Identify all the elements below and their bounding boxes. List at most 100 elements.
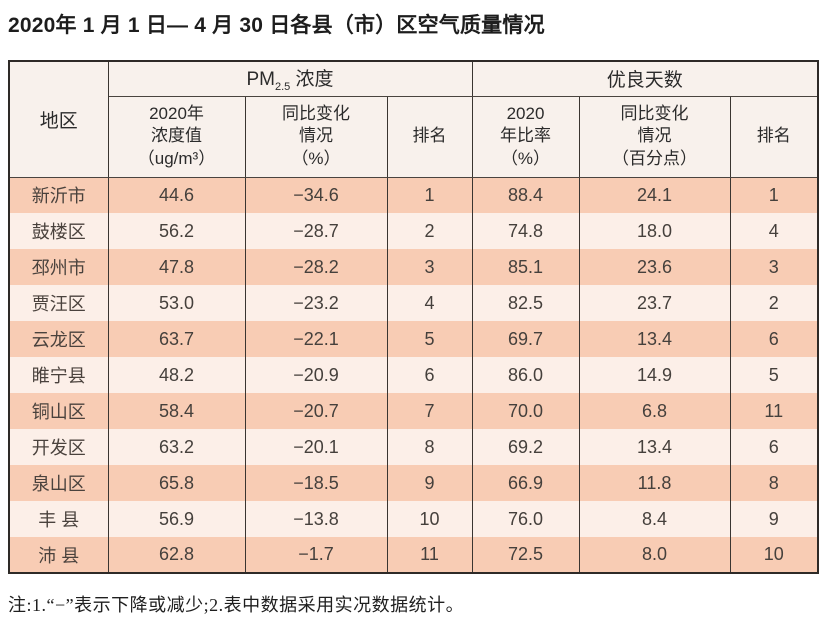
cell-good-ratio: 85.1 (471, 249, 580, 285)
cell-pm25-value: 48.2 (107, 357, 246, 393)
cell-good-change: 13.4 (578, 429, 731, 465)
cell-region: 贾汪区 (8, 285, 109, 321)
table-row: 邳州市 47.8 −28.2 3 85.1 23.6 3 (8, 249, 819, 285)
cell-good-change: 8.0 (578, 537, 731, 573)
cell-pm25-change: −22.1 (244, 321, 388, 357)
table-row: 铜山区 58.4 −20.7 7 70.0 6.8 11 (8, 393, 819, 429)
table-row: 云龙区 63.7 −22.1 5 69.7 13.4 6 (8, 321, 819, 357)
cell-good-change: 14.9 (578, 357, 731, 393)
table-row: 泉山区 65.8 −18.5 9 66.9 11.8 8 (8, 465, 819, 501)
page-title: 2020年 1 月 1 日— 4 月 30 日各县（市）区空气质量情况 (8, 14, 545, 37)
cell-pm25-rank: 4 (386, 285, 473, 321)
table-header: 地区 PM2.5 浓度 优良天数 2020年 浓度值 （ug/m³） 同比变化 … (8, 61, 819, 178)
header-region: 地区 (8, 61, 109, 178)
header-row-columns: 2020年 浓度值 （ug/m³） 同比变化 情况 （%） 排名 2020 年比… (9, 96, 819, 178)
cell-good-ratio: 70.0 (471, 393, 580, 429)
cell-good-ratio: 66.9 (471, 465, 580, 501)
cell-good-ratio: 74.8 (471, 213, 580, 249)
cell-good-change: 23.6 (578, 249, 731, 285)
cell-pm25-change: −28.2 (244, 249, 388, 285)
cell-pm25-rank: 3 (386, 249, 473, 285)
table-body: 新沂市 44.6 −34.6 1 88.4 24.1 1 鼓楼区 56.2 −2… (8, 177, 819, 573)
cell-good-ratio: 86.0 (471, 357, 580, 393)
cell-good-ratio: 76.0 (471, 501, 580, 537)
cell-pm25-value: 63.7 (107, 321, 246, 357)
cell-region: 泉山区 (8, 465, 109, 501)
cell-region: 沛 县 (8, 537, 109, 573)
cell-good-rank: 2 (729, 285, 819, 321)
cell-region: 睢宁县 (8, 357, 109, 393)
pm25-label-subscript: 2.5 (274, 81, 291, 94)
cell-pm25-change: −13.8 (244, 501, 388, 537)
cell-pm25-rank: 10 (386, 501, 473, 537)
header-good-ratio: 2020 年比率 （%） (471, 96, 580, 178)
header-good-change: 同比变化 情况 （百分点） (578, 96, 731, 178)
air-quality-table: 地区 PM2.5 浓度 优良天数 2020年 浓度值 （ug/m³） 同比变化 … (8, 60, 820, 574)
header-pm25-rank: 排名 (386, 96, 473, 178)
cell-good-rank: 6 (729, 321, 819, 357)
cell-region: 丰 县 (8, 501, 109, 537)
cell-good-ratio: 69.7 (471, 321, 580, 357)
cell-pm25-rank: 6 (386, 357, 473, 393)
cell-good-rank: 8 (729, 465, 819, 501)
table-row: 新沂市 44.6 −34.6 1 88.4 24.1 1 (8, 177, 819, 213)
cell-region: 开发区 (8, 429, 109, 465)
cell-good-ratio: 72.5 (471, 537, 580, 573)
cell-pm25-change: −20.9 (244, 357, 388, 393)
cell-pm25-value: 63.2 (107, 429, 246, 465)
header-pm25-group: PM2.5 浓度 (107, 61, 473, 97)
cell-pm25-change: −23.2 (244, 285, 388, 321)
cell-good-change: 23.7 (578, 285, 731, 321)
cell-good-rank: 3 (729, 249, 819, 285)
cell-region: 云龙区 (8, 321, 109, 357)
cell-good-rank: 9 (729, 501, 819, 537)
cell-pm25-value: 56.2 (107, 213, 246, 249)
cell-good-rank: 10 (729, 537, 819, 573)
header-pm25-change: 同比变化 情况 （%） (244, 96, 388, 178)
cell-good-rank: 4 (729, 213, 819, 249)
cell-pm25-value: 44.6 (107, 177, 246, 213)
header-good-days-group: 优良天数 (471, 61, 819, 97)
cell-good-rank: 1 (729, 177, 819, 213)
cell-pm25-value: 47.8 (107, 249, 246, 285)
cell-pm25-value: 65.8 (107, 465, 246, 501)
cell-good-ratio: 69.2 (471, 429, 580, 465)
cell-region: 鼓楼区 (8, 213, 109, 249)
table-row: 贾汪区 53.0 −23.2 4 82.5 23.7 2 (8, 285, 819, 321)
header-row-groups: 地区 PM2.5 浓度 优良天数 (8, 61, 819, 178)
header-good-rank: 排名 (729, 96, 819, 178)
table-row: 丰 县 56.9 −13.8 10 76.0 8.4 9 (8, 501, 819, 537)
cell-good-change: 8.4 (578, 501, 731, 537)
cell-pm25-change: −20.7 (244, 393, 388, 429)
cell-good-change: 11.8 (578, 465, 731, 501)
cell-pm25-value: 58.4 (107, 393, 246, 429)
cell-pm25-change: −20.1 (244, 429, 388, 465)
header-pm25-value: 2020年 浓度值 （ug/m³） (107, 96, 246, 178)
cell-pm25-rank: 8 (386, 429, 473, 465)
cell-region: 铜山区 (8, 393, 109, 429)
cell-region: 邳州市 (8, 249, 109, 285)
cell-pm25-change: −1.7 (244, 537, 388, 573)
cell-good-ratio: 82.5 (471, 285, 580, 321)
cell-pm25-value: 62.8 (107, 537, 246, 573)
table-row: 睢宁县 48.2 −20.9 6 86.0 14.9 5 (8, 357, 819, 393)
cell-pm25-rank: 5 (386, 321, 473, 357)
cell-good-ratio: 88.4 (471, 177, 580, 213)
footnote: 注:1.“−”表示下降或减少;2.表中数据采用实况数据统计。 (8, 595, 465, 615)
cell-region: 新沂市 (8, 177, 109, 213)
cell-good-change: 13.4 (578, 321, 731, 357)
cell-pm25-change: −34.6 (244, 177, 388, 213)
cell-pm25-rank: 11 (386, 537, 473, 573)
pm25-label-prefix: PM (246, 69, 275, 91)
cell-pm25-rank: 1 (386, 177, 473, 213)
pm25-label-suffix: 浓度 (290, 69, 334, 91)
cell-good-change: 18.0 (578, 213, 731, 249)
cell-good-change: 6.8 (578, 393, 731, 429)
cell-good-rank: 11 (729, 393, 819, 429)
cell-pm25-change: −28.7 (244, 213, 388, 249)
cell-pm25-rank: 7 (386, 393, 473, 429)
table-row: 开发区 63.2 −20.1 8 69.2 13.4 6 (8, 429, 819, 465)
table-row: 沛 县 62.8 −1.7 11 72.5 8.0 10 (8, 537, 819, 573)
cell-pm25-rank: 9 (386, 465, 473, 501)
cell-pm25-rank: 2 (386, 213, 473, 249)
